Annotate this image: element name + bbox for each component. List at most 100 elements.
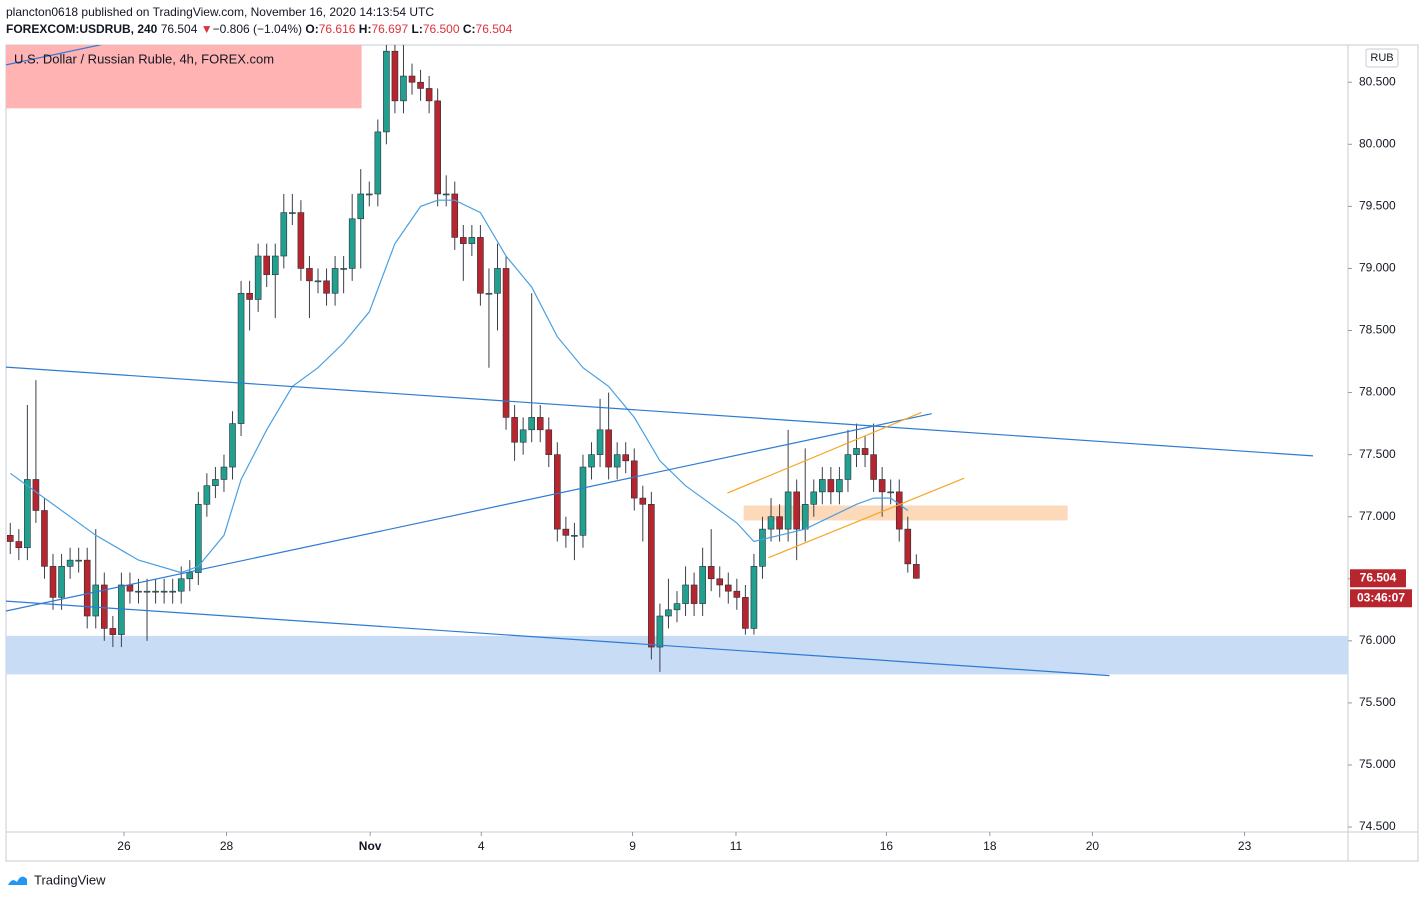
legend-title: U.S. Dollar / Russian Ruble, 4h, FOREX.c… — [14, 51, 274, 66]
candle-body — [314, 280, 322, 283]
candle-body — [66, 559, 74, 567]
candle-body — [554, 454, 561, 530]
header: plancton0618 published on TradingView.co… — [6, 4, 512, 38]
candle-body — [306, 268, 313, 282]
trend-line — [768, 477, 965, 559]
candle-body — [460, 237, 467, 244]
candle-body — [6, 535, 14, 542]
y-tick-label: 80.500 — [1359, 74, 1396, 88]
candle-body — [425, 88, 433, 102]
trend-line — [6, 413, 932, 612]
candle-body — [263, 255, 270, 275]
candle-body — [622, 454, 630, 462]
candle-body — [271, 255, 279, 275]
candle-body — [588, 454, 595, 468]
candle-body — [391, 50, 399, 102]
candle-body — [331, 268, 339, 294]
candle-body — [408, 75, 416, 83]
candle-body — [41, 510, 48, 567]
candle-body — [853, 448, 860, 455]
trend-line — [6, 45, 103, 66]
axes: 74.50075.00075.50076.00076.50077.00077.5… — [117, 74, 1396, 853]
y-tick-label: 80.000 — [1359, 136, 1396, 150]
candle-body — [690, 584, 698, 604]
candle-body — [280, 212, 288, 257]
last-price: 76.504 — [1360, 570, 1397, 584]
y-tick-label: 75.000 — [1359, 757, 1396, 771]
candle-body — [750, 566, 758, 629]
candle-body — [810, 491, 818, 505]
candle-body — [699, 566, 706, 604]
candle-body — [528, 417, 535, 431]
candle-body — [793, 491, 800, 530]
trend-line — [6, 600, 1110, 677]
candle-body — [511, 417, 518, 443]
candle-body — [716, 578, 724, 586]
candle-body — [767, 516, 775, 530]
y-tick-label: 78.500 — [1359, 323, 1396, 337]
candle-body — [639, 497, 647, 505]
candle-body — [519, 429, 527, 443]
symbol: FOREXCOM:USDRUB, 240 — [6, 22, 158, 36]
candle-body — [212, 479, 219, 486]
candle-body — [374, 131, 382, 195]
brand: TradingView — [34, 872, 106, 887]
x-tick-label: 20 — [1086, 839, 1100, 853]
x-tick-label: 11 — [730, 839, 743, 853]
candle-body — [186, 572, 194, 580]
candle-body — [707, 566, 715, 580]
last: 76.504 — [160, 22, 198, 36]
change: −0.806 (−1.04%) — [212, 22, 303, 36]
trend-line — [727, 411, 922, 494]
candle-body — [613, 454, 621, 468]
candle-body — [152, 590, 159, 593]
candle-body — [468, 237, 476, 244]
candle-body — [357, 193, 365, 220]
candle-body — [502, 268, 510, 418]
candle-body — [297, 212, 305, 269]
moving-average — [9, 199, 909, 574]
candle-body — [24, 479, 31, 549]
candle-body — [229, 423, 236, 468]
o-label: O: — [305, 22, 319, 36]
x-tick-label: 26 — [117, 839, 131, 853]
l-label: L: — [411, 22, 423, 36]
trend-line — [6, 366, 1314, 457]
y-tick-label: 79.500 — [1359, 199, 1396, 213]
candle-body — [870, 454, 877, 480]
y-tick-label: 78.000 — [1359, 385, 1396, 399]
candle-body — [579, 466, 587, 536]
candle-body — [759, 528, 766, 567]
candle-body — [348, 218, 356, 269]
countdown: 03:46:07 — [1357, 590, 1405, 604]
candle-body — [434, 100, 441, 195]
y-tick-label: 79.000 — [1359, 261, 1396, 275]
candle-body — [836, 479, 843, 493]
candle-body — [682, 584, 689, 604]
published: plancton0618 published on TradingView.co… — [6, 5, 435, 19]
candle-body — [545, 429, 553, 455]
y-tick-label: 77.000 — [1359, 509, 1396, 523]
candle-body — [15, 541, 23, 549]
candle-body — [237, 292, 245, 424]
x-tick-label: 28 — [220, 839, 234, 853]
x-tick-label: 9 — [629, 839, 636, 853]
candle-body — [118, 584, 125, 635]
candle-body — [177, 578, 185, 592]
candle-body — [776, 516, 783, 530]
candle-body — [665, 609, 672, 617]
x-tick-label: 23 — [1238, 839, 1252, 853]
candle-body — [596, 429, 604, 455]
candle-body — [733, 590, 741, 598]
c: 76.504 — [475, 22, 513, 36]
candle-body — [195, 503, 202, 573]
candle-body — [254, 255, 262, 300]
candle-body — [887, 491, 894, 494]
candle-body — [169, 590, 176, 593]
candle-body — [442, 193, 450, 196]
candle-body — [605, 429, 612, 468]
candle-body — [913, 564, 920, 579]
candle-body — [724, 584, 732, 592]
currency-box — [1365, 48, 1399, 68]
candle-body — [819, 479, 826, 493]
